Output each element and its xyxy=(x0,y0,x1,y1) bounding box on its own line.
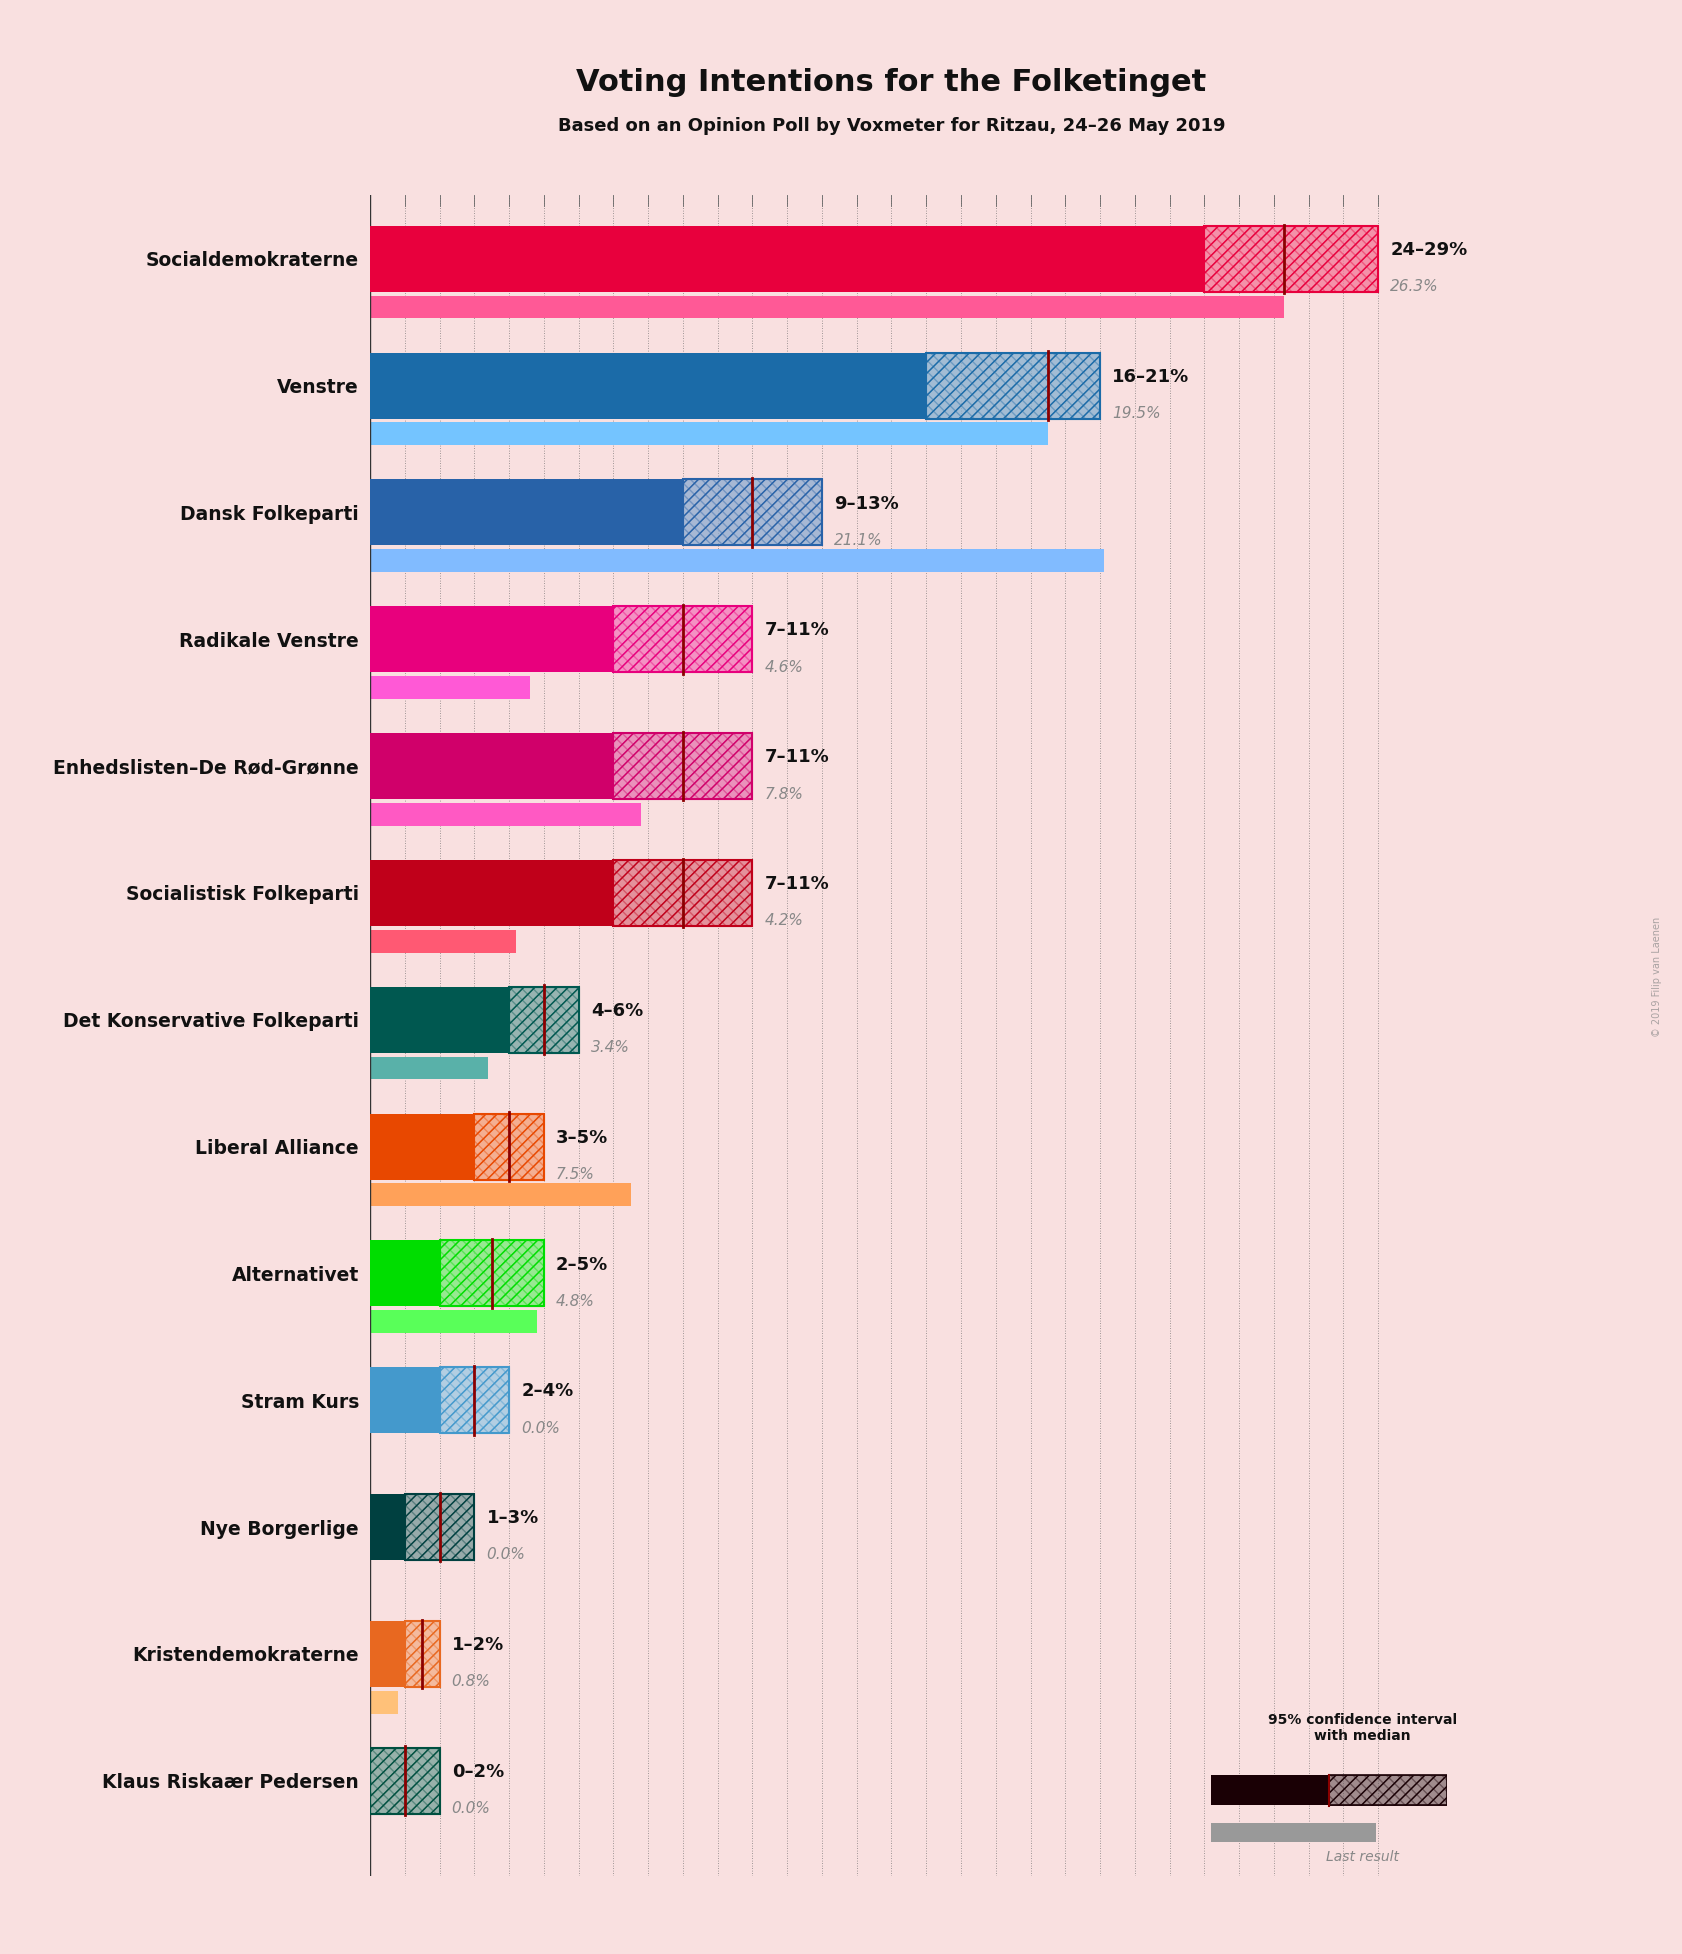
Bar xyxy=(370,803,641,827)
Text: 1–2%: 1–2% xyxy=(452,1635,505,1653)
Bar xyxy=(1329,1774,1447,1805)
Text: 4–6%: 4–6% xyxy=(590,1002,643,1020)
Text: 0–2%: 0–2% xyxy=(452,1763,505,1780)
Bar xyxy=(405,1495,474,1559)
Bar xyxy=(405,1622,439,1686)
Bar xyxy=(683,479,822,545)
Bar xyxy=(370,1622,405,1686)
Bar xyxy=(510,987,579,1053)
Bar xyxy=(370,1368,439,1432)
Text: 0.0%: 0.0% xyxy=(452,1802,491,1815)
Bar xyxy=(405,1622,439,1686)
Bar xyxy=(370,1241,439,1307)
Bar xyxy=(405,1495,474,1559)
Bar xyxy=(510,987,579,1053)
Text: 7–11%: 7–11% xyxy=(765,621,829,639)
Bar xyxy=(927,352,1100,418)
Text: 4.6%: 4.6% xyxy=(765,660,804,674)
Bar xyxy=(1204,227,1378,291)
Bar xyxy=(370,987,510,1053)
Bar xyxy=(370,295,1285,319)
Bar xyxy=(439,1241,543,1307)
Bar xyxy=(370,352,927,418)
Text: 2–5%: 2–5% xyxy=(557,1256,609,1274)
Text: 0.0%: 0.0% xyxy=(521,1421,560,1436)
Bar xyxy=(370,227,1204,291)
Bar xyxy=(614,606,752,672)
Bar xyxy=(474,1114,543,1180)
Text: 7.5%: 7.5% xyxy=(557,1167,595,1182)
Bar xyxy=(370,1184,631,1206)
Bar xyxy=(370,733,614,799)
Bar xyxy=(370,1495,405,1559)
Text: 2–4%: 2–4% xyxy=(521,1381,574,1401)
Bar xyxy=(370,1747,439,1813)
Text: © 2019 Filip van Laenen: © 2019 Filip van Laenen xyxy=(1652,916,1662,1038)
Bar xyxy=(439,1368,510,1432)
Bar xyxy=(614,733,752,799)
Text: 7.8%: 7.8% xyxy=(765,787,804,801)
Text: 4.8%: 4.8% xyxy=(557,1294,595,1309)
Bar xyxy=(614,606,752,672)
Bar xyxy=(927,352,1100,418)
Bar xyxy=(683,479,822,545)
Bar xyxy=(614,733,752,799)
Bar xyxy=(614,733,752,799)
Bar xyxy=(370,549,1103,573)
Bar xyxy=(1204,227,1378,291)
Text: 3.4%: 3.4% xyxy=(590,1040,629,1055)
Bar xyxy=(405,1622,439,1686)
Bar xyxy=(370,1747,439,1813)
Text: Last result: Last result xyxy=(1325,1850,1399,1864)
Bar xyxy=(370,1747,439,1813)
Bar xyxy=(439,1241,543,1307)
Text: 4.2%: 4.2% xyxy=(765,913,804,928)
Bar xyxy=(370,930,516,952)
Bar xyxy=(439,1241,543,1307)
Text: 0.0%: 0.0% xyxy=(486,1548,525,1563)
Text: 1–3%: 1–3% xyxy=(486,1508,538,1528)
Text: 7–11%: 7–11% xyxy=(765,748,829,766)
Text: Based on an Opinion Poll by Voxmeter for Ritzau, 24–26 May 2019: Based on an Opinion Poll by Voxmeter for… xyxy=(558,117,1224,135)
Bar xyxy=(614,606,752,672)
Text: 21.1%: 21.1% xyxy=(834,533,883,547)
Bar xyxy=(370,606,614,672)
Text: 16–21%: 16–21% xyxy=(1112,367,1189,385)
Bar xyxy=(614,860,752,926)
Bar xyxy=(683,479,822,545)
Text: Voting Intentions for the Folketinget: Voting Intentions for the Folketinget xyxy=(577,68,1206,98)
Bar xyxy=(474,1114,543,1180)
Bar xyxy=(439,1368,510,1432)
Bar xyxy=(1329,1774,1447,1805)
Text: 24–29%: 24–29% xyxy=(1391,240,1467,260)
Bar xyxy=(1211,1774,1329,1805)
Bar xyxy=(370,676,530,700)
Bar xyxy=(370,860,614,926)
Bar xyxy=(370,1311,537,1333)
Text: 9–13%: 9–13% xyxy=(834,494,898,512)
Bar xyxy=(1329,1774,1447,1805)
Text: 95% confidence interval
with median: 95% confidence interval with median xyxy=(1268,1714,1457,1743)
Bar xyxy=(370,1690,399,1714)
Text: 7–11%: 7–11% xyxy=(765,875,829,893)
Bar xyxy=(370,422,1048,446)
Text: 0.8%: 0.8% xyxy=(452,1675,491,1690)
Bar xyxy=(1204,227,1378,291)
Bar xyxy=(405,1495,474,1559)
Bar xyxy=(1211,1823,1376,1843)
Bar xyxy=(474,1114,543,1180)
Bar xyxy=(510,987,579,1053)
Bar xyxy=(370,1114,474,1180)
Text: 3–5%: 3–5% xyxy=(557,1129,609,1147)
Bar xyxy=(614,860,752,926)
Bar xyxy=(370,479,683,545)
Bar xyxy=(614,860,752,926)
Bar xyxy=(439,1368,510,1432)
Bar xyxy=(927,352,1100,418)
Text: 19.5%: 19.5% xyxy=(1112,406,1161,420)
Text: 26.3%: 26.3% xyxy=(1391,279,1438,295)
Bar xyxy=(370,1057,488,1079)
